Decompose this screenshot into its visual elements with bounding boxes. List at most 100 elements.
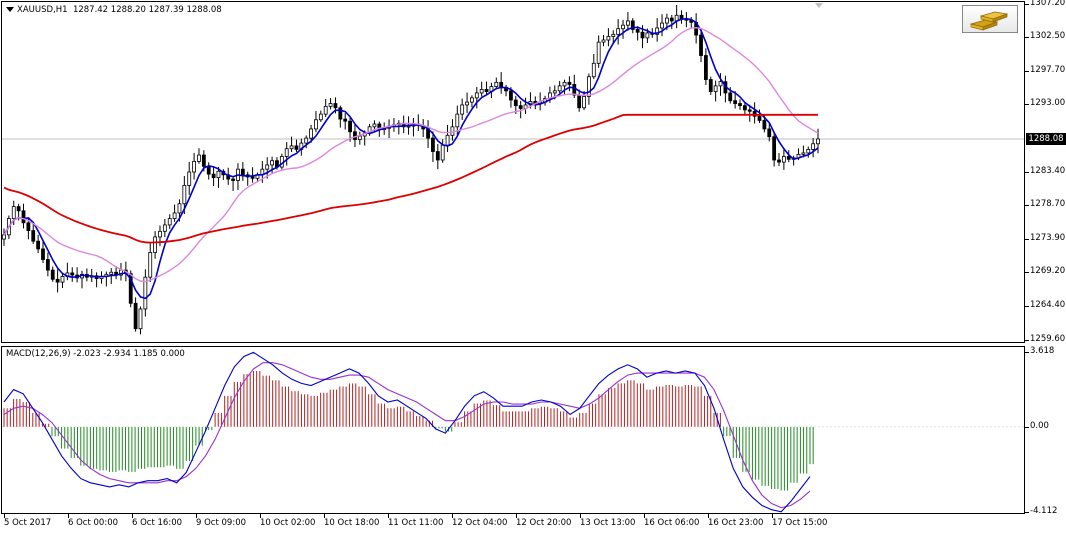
- candle-body: [626, 20, 630, 26]
- macd-indicator-panel[interactable]: [1, 346, 1025, 514]
- candle-body: [596, 41, 601, 64]
- candle-body: [309, 128, 313, 139]
- candle-body: [601, 39, 606, 43]
- candle-body: [167, 218, 172, 226]
- macd-tick-mark: [1025, 352, 1029, 353]
- chart-title: XAUUSD,H1 1287.42 1288.20 1287.39 1288.0…: [6, 5, 222, 15]
- price-tick-label: 1293.00: [1030, 98, 1066, 109]
- price-chart-panel[interactable]: [1, 1, 1025, 343]
- price-tick-mark: [1025, 71, 1029, 73]
- time-tick-label: 17 Oct 15:00: [772, 518, 828, 528]
- price-tick-mark: [1025, 104, 1029, 106]
- time-tick-label: 5 Oct 2017: [4, 518, 52, 528]
- candle-body: [133, 302, 138, 330]
- candle-body: [21, 210, 26, 224]
- candle-body: [70, 272, 75, 276]
- macd-tick-mark: [1025, 426, 1029, 428]
- price-tick-mark: [1025, 172, 1029, 173]
- candle-body: [372, 123, 377, 128]
- candle-body: [591, 62, 596, 78]
- candle-body: [811, 143, 816, 150]
- mid-moving-average-line: [3, 26, 819, 283]
- candle-body: [669, 17, 674, 22]
- candle-body: [479, 89, 484, 94]
- macd-tick-label: -4.112: [1030, 506, 1058, 516]
- candle-body: [201, 154, 206, 167]
- candle-body: [206, 165, 211, 175]
- chart-shift-marker-icon[interactable]: [815, 3, 823, 8]
- candle-body: [41, 248, 45, 260]
- candle-body: [172, 212, 177, 219]
- candle-body: [474, 92, 479, 99]
- candle-body: [777, 159, 781, 163]
- candle-body: [353, 131, 357, 140]
- candle-body: [445, 134, 450, 146]
- time-tick-mark: [260, 514, 261, 518]
- slow-moving-average-line: [3, 113, 818, 244]
- candle-body: [328, 103, 333, 107]
- candle-body: [708, 79, 713, 92]
- candle-body: [323, 105, 328, 115]
- candle-body: [240, 168, 245, 176]
- candle-body: [265, 164, 270, 170]
- candle-body: [128, 273, 133, 304]
- time-tick-label: 13 Oct 13:00: [580, 518, 636, 528]
- candle-body: [703, 55, 708, 80]
- time-tick-label: 6 Oct 00:00: [68, 518, 119, 528]
- price-tick-mark: [1025, 340, 1029, 341]
- candle-body: [572, 84, 577, 96]
- candle-body: [781, 156, 786, 163]
- time-tick-label: 16 Oct 06:00: [644, 518, 700, 528]
- candle-body: [187, 171, 192, 186]
- candle-body: [645, 32, 650, 39]
- candle-body: [742, 105, 747, 111]
- time-tick-mark: [4, 514, 5, 518]
- candle-body: [713, 85, 718, 92]
- candle-body: [16, 206, 21, 212]
- price-tick-mark: [1025, 37, 1029, 39]
- candle-body: [640, 31, 645, 39]
- candle-body: [621, 24, 625, 30]
- candle-body: [192, 161, 196, 173]
- candle-body: [348, 120, 352, 133]
- time-tick-mark: [516, 514, 517, 518]
- price-tick-label: 1259.60: [1030, 334, 1066, 344]
- candle-body: [460, 104, 465, 115]
- candle-body: [435, 151, 440, 161]
- candle-body: [509, 90, 513, 101]
- price-tick-mark: [1025, 4, 1029, 5]
- candle-body: [153, 236, 158, 253]
- candle-body: [216, 170, 221, 179]
- candle-body: [31, 230, 36, 242]
- time-tick-mark: [324, 514, 325, 518]
- candle-body: [587, 76, 591, 97]
- time-tick-mark: [196, 514, 197, 518]
- time-tick-label: 11 Oct 11:00: [388, 518, 444, 528]
- candle-body: [45, 259, 50, 271]
- candle-body: [314, 119, 318, 130]
- candle-body: [767, 128, 772, 138]
- candle-body: [26, 222, 31, 231]
- candle-body: [499, 81, 504, 88]
- candle-body: [465, 101, 469, 106]
- candle-body: [36, 240, 41, 250]
- dropdown-arrow-icon[interactable]: [6, 7, 14, 12]
- candle-body: [552, 90, 557, 94]
- candle-body: [333, 103, 338, 109]
- candle-body: [733, 100, 738, 104]
- candle-body: [801, 152, 806, 155]
- candle-body: [2, 234, 6, 240]
- candle-body: [606, 36, 611, 41]
- time-tick-mark: [132, 514, 133, 518]
- time-tick-label: 12 Oct 20:00: [516, 518, 572, 528]
- candle-body: [577, 94, 582, 109]
- candle-body: [747, 109, 752, 112]
- candle-body: [455, 113, 460, 128]
- symbol-title: XAUUSD,H1: [17, 5, 68, 15]
- price-tick-mark: [1025, 272, 1029, 274]
- time-tick-label: 10 Oct 02:00: [260, 518, 316, 528]
- candle-body: [318, 113, 323, 121]
- price-tick-mark: [1025, 239, 1029, 241]
- current-price-label: 1288.08: [1026, 132, 1066, 145]
